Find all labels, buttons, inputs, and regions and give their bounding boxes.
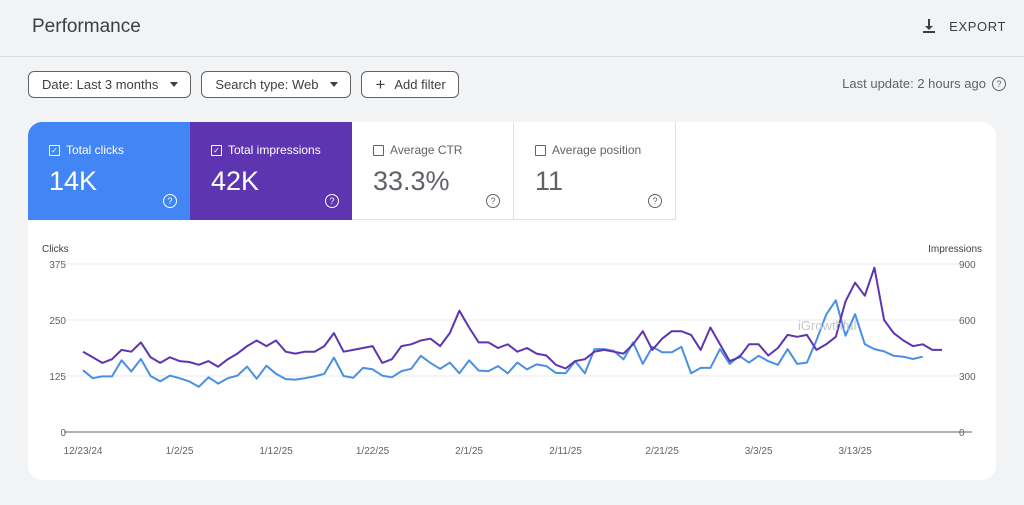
metric-value: 33.3% bbox=[373, 166, 450, 196]
left-tick-label: 375 bbox=[49, 260, 66, 271]
left-tick-label: 125 bbox=[49, 372, 66, 383]
help-icon[interactable]: ? bbox=[163, 194, 177, 208]
search-type-dropdown[interactable]: Search type: Web bbox=[201, 71, 352, 98]
metric-average-position[interactable]: Average position 11 ? bbox=[514, 122, 676, 220]
metric-total-clicks[interactable]: ✓ Total clicks 14K ? bbox=[28, 122, 190, 220]
right-tick-label: 900 bbox=[959, 260, 976, 271]
right-tick-label: 600 bbox=[959, 316, 976, 327]
right-axis-label: Impressions bbox=[928, 244, 982, 255]
help-icon[interactable]: ? bbox=[325, 194, 339, 208]
last-update-text: Last update: 2 hours ago bbox=[842, 76, 986, 91]
help-icon[interactable]: ? bbox=[486, 194, 500, 208]
help-icon[interactable]: ? bbox=[992, 76, 1006, 91]
metric-label: Average position bbox=[552, 143, 642, 157]
caret-down-icon bbox=[330, 82, 339, 87]
x-tick-label: 3/3/25 bbox=[745, 446, 773, 457]
series-line-clicks bbox=[82, 299, 923, 388]
checkbox-unchecked-icon[interactable] bbox=[373, 144, 384, 156]
checkbox-unchecked-icon[interactable] bbox=[535, 144, 546, 156]
performance-chart: 375 900 250 600 125 300 0 0 Clicks Impressions 12/… bbox=[42, 244, 982, 457]
x-tick-label: 12/23/24 bbox=[64, 446, 103, 457]
add-filter-button[interactable]: + Add filter bbox=[361, 71, 459, 98]
x-tick-label: 2/1/25 bbox=[455, 446, 483, 457]
date-filter-label: Date: Last 3 months bbox=[42, 77, 159, 92]
plus-icon: + bbox=[375, 75, 386, 94]
metric-label: Total impressions bbox=[228, 143, 321, 157]
metric-average-ctr[interactable]: Average CTR 33.3% ? bbox=[352, 122, 514, 220]
series-line-impressions bbox=[82, 266, 942, 370]
x-tick-label: 2/21/25 bbox=[645, 446, 679, 457]
left-tick-label: 0 bbox=[60, 428, 66, 439]
metric-total-impressions[interactable]: ✓ Total impressions 42K ? bbox=[190, 122, 352, 220]
search-type-label: Search type: Web bbox=[215, 77, 319, 92]
checkbox-checked-icon[interactable]: ✓ bbox=[211, 144, 222, 156]
checkbox-checked-icon[interactable]: ✓ bbox=[49, 144, 60, 156]
metric-value: 14K bbox=[49, 166, 98, 196]
download-icon bbox=[923, 19, 936, 33]
right-tick-label: 300 bbox=[959, 372, 976, 383]
metric-label: Average CTR bbox=[390, 143, 463, 157]
right-tick-label: 0 bbox=[959, 428, 965, 439]
watermark: iGrowthful bbox=[798, 318, 857, 333]
last-update: Last update: 2 hours ago ? bbox=[842, 76, 1006, 91]
page-title: Performance bbox=[32, 16, 141, 37]
add-filter-label: Add filter bbox=[394, 77, 446, 92]
performance-card: ✓ Total clicks 14K ? ✓ Total impressions 4… bbox=[28, 122, 996, 480]
metric-value: 42K bbox=[211, 166, 260, 196]
x-tick-label: 1/2/25 bbox=[166, 446, 194, 457]
x-tick-label: 2/11/25 bbox=[549, 446, 582, 457]
caret-down-icon bbox=[170, 82, 179, 87]
metric-value: 11 bbox=[535, 166, 564, 196]
help-icon[interactable]: ? bbox=[648, 194, 662, 208]
top-header: Performance EXPORT bbox=[0, 0, 1024, 57]
export-button[interactable]: EXPORT bbox=[921, 18, 1006, 34]
export-label: EXPORT bbox=[949, 18, 1006, 34]
x-tick-label: 1/22/25 bbox=[356, 446, 390, 457]
left-axis-label: Clicks bbox=[42, 244, 69, 255]
date-filter-dropdown[interactable]: Date: Last 3 months bbox=[28, 71, 192, 98]
filter-bar: Date: Last 3 months Search type: Web + A… bbox=[28, 71, 459, 98]
x-tick-label: 1/12/25 bbox=[259, 446, 293, 457]
metric-label: Total clicks bbox=[66, 143, 125, 157]
left-tick-label: 250 bbox=[49, 316, 66, 327]
x-tick-label: 3/13/25 bbox=[838, 446, 872, 457]
